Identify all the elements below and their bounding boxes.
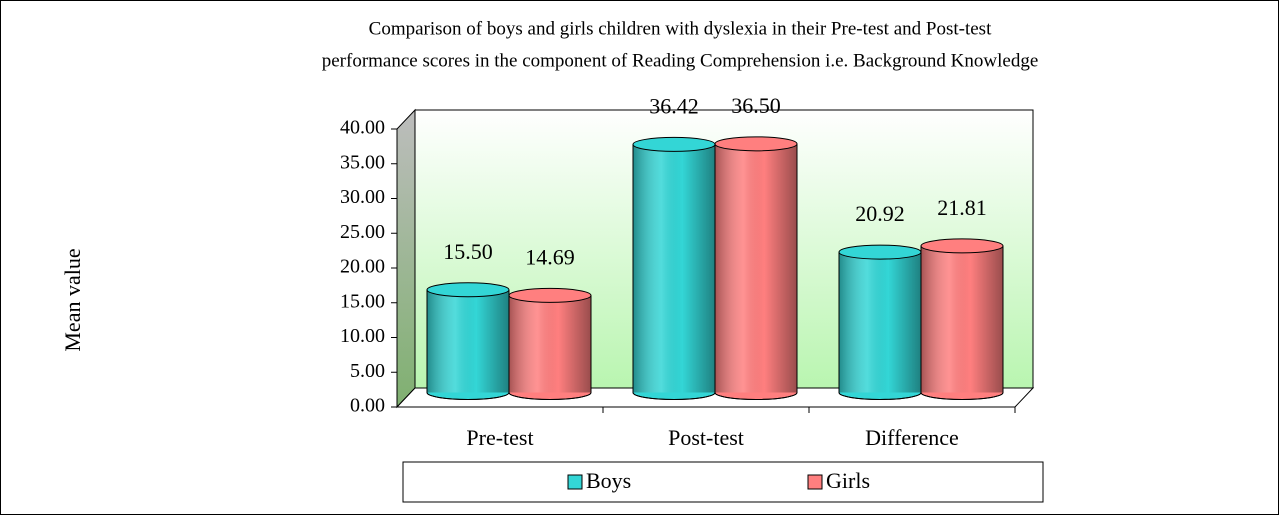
bar-outline: [632, 144, 716, 400]
value-label: 20.92: [855, 201, 905, 226]
chart-title: Comparison of boys and girls children wi…: [369, 18, 992, 39]
value-label: 36.42: [649, 93, 699, 118]
bar-shade: [427, 289, 509, 393]
y-tick-label: 30.00: [340, 186, 385, 208]
y-tick-label: 10.00: [340, 325, 385, 347]
y-tick-label: 35.00: [340, 151, 385, 173]
bar-outline: [714, 143, 798, 400]
x-tick-label: Post-test: [668, 425, 744, 450]
value-label: 14.69: [525, 244, 575, 269]
y-tick-label: 25.00: [340, 221, 385, 243]
bar-shade: [839, 252, 921, 393]
y-tick-label: 5.00: [350, 360, 385, 382]
bar-outline: [920, 245, 1004, 400]
legend-swatch: [567, 474, 583, 490]
bar-shade: [509, 295, 591, 393]
legend-label: Boys: [586, 468, 631, 493]
bar-top: [838, 244, 922, 260]
bar-top: [920, 238, 1004, 254]
x-tick-label: Pre-test: [466, 425, 533, 450]
bar-outline: [838, 252, 922, 400]
value-label: 15.50: [443, 239, 493, 264]
x-tick-label: Difference: [865, 425, 959, 450]
bar-shade: [633, 144, 715, 393]
chart-title: performance scores in the component of R…: [322, 50, 1039, 71]
legend: [402, 461, 1044, 503]
bar-top: [426, 282, 510, 298]
y-tick-label: 20.00: [340, 256, 385, 278]
legend-swatch: [807, 474, 823, 490]
value-label: 21.81: [937, 195, 987, 220]
y-tick-label: 40.00: [340, 117, 385, 139]
bar-top: [714, 136, 798, 152]
legend-label: Girls: [826, 468, 870, 493]
side-wall: [396, 108, 416, 409]
y-tick-label: 15.00: [340, 290, 385, 312]
bar-outline: [508, 295, 592, 400]
y-axis-title: Mean value: [60, 248, 85, 351]
bar-outline: [426, 289, 510, 400]
bar-top: [508, 287, 592, 303]
bar-top: [632, 136, 716, 152]
value-label: 36.50: [731, 93, 781, 118]
bar-shade: [921, 245, 1003, 393]
bar-shade: [715, 143, 797, 393]
y-tick-label: 0.00: [350, 395, 385, 417]
